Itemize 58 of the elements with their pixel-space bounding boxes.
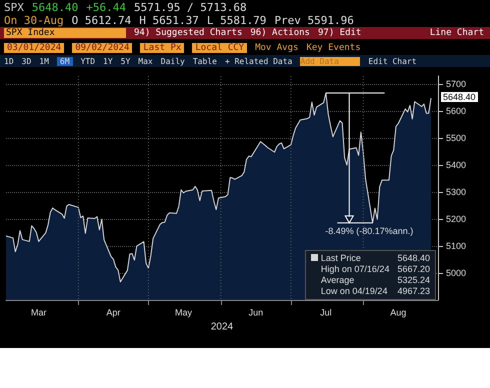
annotation: 4967.23	[397, 286, 430, 297]
text: Daily	[160, 56, 185, 66]
x-tick-label: Jun	[248, 308, 264, 318]
x-tick-label: Jul	[320, 308, 332, 318]
text: Add Data	[300, 56, 360, 66]
text: Table	[192, 56, 217, 66]
text: Mov Avgs	[255, 43, 298, 53]
text: 5571.95 / 5713.68	[134, 0, 247, 14]
text: + Related Data	[224, 56, 292, 66]
text: 1Y	[103, 56, 113, 66]
annotation: Average	[320, 275, 354, 286]
text: 1D	[4, 56, 14, 66]
y-tick-label: 5700	[446, 79, 466, 90]
text: 94) Suggested Charts	[134, 28, 242, 38]
y-tick-label: 5600	[446, 106, 466, 116]
text: H 5651.37	[139, 14, 199, 26]
y-tick-label: 5100	[446, 241, 466, 252]
text: Last Px	[140, 43, 184, 53]
y-tick-label: 5300	[446, 187, 466, 198]
text: O 5612.74	[72, 14, 132, 26]
text: 96) Actions	[250, 28, 310, 38]
annotation: 5325.24	[397, 275, 430, 286]
x-tick-label: Aug	[390, 308, 406, 318]
text: 09/02/2024	[72, 43, 132, 53]
annotation: -8.49% (-80.17%ann.)	[325, 226, 414, 236]
annotation: 5648.40	[441, 92, 478, 102]
text: 6M	[56, 56, 73, 66]
x-axis-title: 2024	[210, 321, 234, 332]
y-tick-label: 5200	[446, 214, 466, 224]
text: Max	[138, 56, 153, 66]
text: 1M	[39, 56, 49, 66]
text: 97) Edit	[318, 28, 362, 38]
text: 03/01/2024	[4, 43, 64, 53]
legend-label: Last Price	[320, 253, 361, 264]
text: SPX Index	[4, 28, 126, 38]
y-tick-label: 5400	[446, 160, 466, 170]
text: 5Y	[120, 56, 130, 66]
text: L 5581.79	[206, 14, 266, 26]
text: On 30-Aug	[4, 14, 64, 26]
text: Edit Chart	[368, 56, 417, 66]
text: 5648.40	[32, 0, 78, 14]
y-tick-label: 5000	[446, 268, 466, 278]
x-tick-label: May	[174, 308, 192, 318]
x-tick-label: Mar	[30, 308, 46, 318]
text: +56.44	[86, 0, 126, 14]
text: Line Chart	[430, 28, 485, 38]
x-tick-label: Apr	[106, 308, 120, 318]
text: Key Events	[306, 43, 361, 53]
annotation: 5648.40	[397, 253, 430, 264]
annotation: High on 07/16/24	[320, 264, 390, 275]
y-tick-label: 5500	[446, 133, 466, 144]
text: YTD	[80, 56, 96, 66]
text: Local CCY	[192, 43, 248, 53]
annotation: 5667.20	[397, 264, 430, 275]
text: SPX	[4, 0, 24, 14]
annotation: Low on 04/19/24	[320, 286, 388, 297]
text: Prev 5591.96	[274, 14, 354, 26]
text: 3D	[22, 56, 32, 66]
